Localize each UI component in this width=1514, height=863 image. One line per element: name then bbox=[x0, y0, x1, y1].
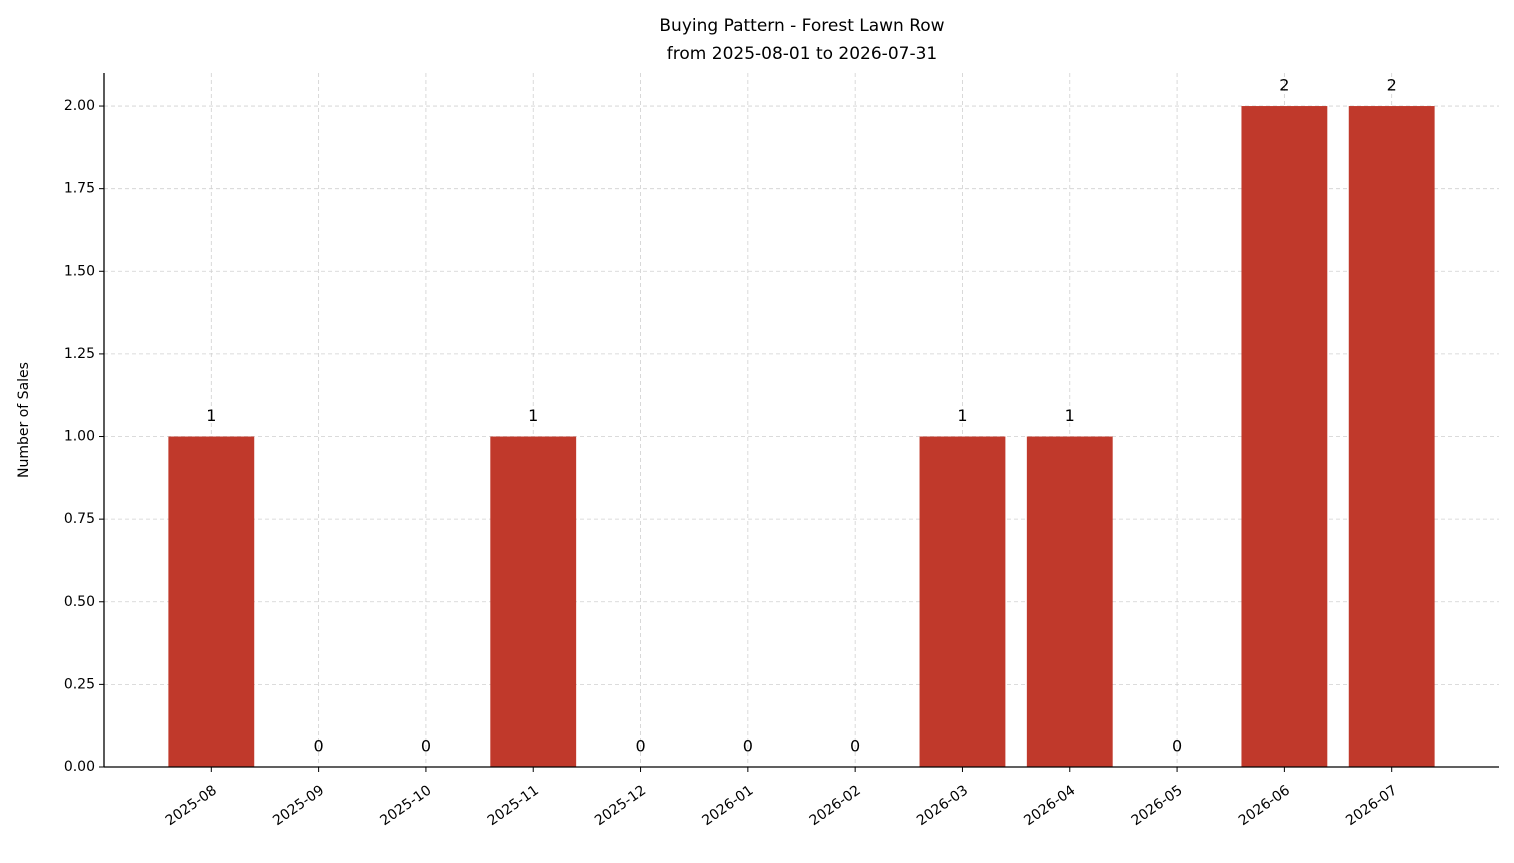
x-tick-label: 2025-08 bbox=[163, 782, 220, 829]
value-label: 0 bbox=[850, 737, 860, 756]
y-tick-label: 0.00 bbox=[64, 759, 95, 775]
bar bbox=[490, 436, 577, 767]
value-label: 1 bbox=[528, 406, 538, 425]
bar bbox=[1026, 436, 1113, 767]
value-label: 2 bbox=[1279, 76, 1289, 95]
x-tick-label: 2026-02 bbox=[807, 782, 864, 829]
x-tick-label: 2026-03 bbox=[914, 782, 971, 829]
y-tick-label: 0.50 bbox=[64, 594, 95, 610]
value-label: 1 bbox=[1065, 406, 1075, 425]
y-tick-label: 0.75 bbox=[64, 511, 95, 527]
value-label: 0 bbox=[1172, 737, 1182, 756]
y-axis-label: Number of Sales bbox=[16, 362, 32, 478]
bar bbox=[919, 436, 1006, 767]
y-tick-label: 0.25 bbox=[64, 676, 95, 692]
x-tick-label: 2026-07 bbox=[1343, 782, 1400, 829]
x-tick-label: 2025-12 bbox=[592, 782, 649, 829]
x-tick-label: 2025-10 bbox=[377, 782, 434, 829]
x-tick-label: 2026-06 bbox=[1236, 782, 1293, 829]
value-label: 1 bbox=[957, 406, 967, 425]
value-label: 2 bbox=[1387, 76, 1397, 95]
x-tick-label: 2026-05 bbox=[1129, 782, 1186, 829]
value-label: 0 bbox=[743, 737, 753, 756]
y-tick-label: 1.50 bbox=[64, 263, 95, 279]
x-tick-label: 2026-01 bbox=[699, 782, 756, 829]
bar bbox=[1241, 106, 1328, 768]
value-label: 0 bbox=[421, 737, 431, 756]
y-tick-label: 1.25 bbox=[64, 346, 95, 362]
y-tick-label: 2.00 bbox=[64, 98, 95, 114]
bar bbox=[1348, 106, 1435, 768]
y-tick-label: 1.75 bbox=[64, 181, 95, 197]
value-label: 1 bbox=[206, 406, 216, 425]
y-tick-label: 1.00 bbox=[64, 429, 95, 445]
value-label: 0 bbox=[314, 737, 324, 756]
x-tick-label: 2026-04 bbox=[1021, 782, 1078, 829]
value-label: 0 bbox=[635, 737, 645, 756]
chart-subtitle: from 2025-08-01 to 2026-07-31 bbox=[667, 44, 937, 64]
bar bbox=[168, 436, 255, 767]
x-tick-label: 2025-11 bbox=[485, 782, 542, 829]
x-tick-label: 2025-09 bbox=[270, 782, 327, 829]
chart-title: Buying Pattern - Forest Lawn Row bbox=[659, 16, 944, 36]
